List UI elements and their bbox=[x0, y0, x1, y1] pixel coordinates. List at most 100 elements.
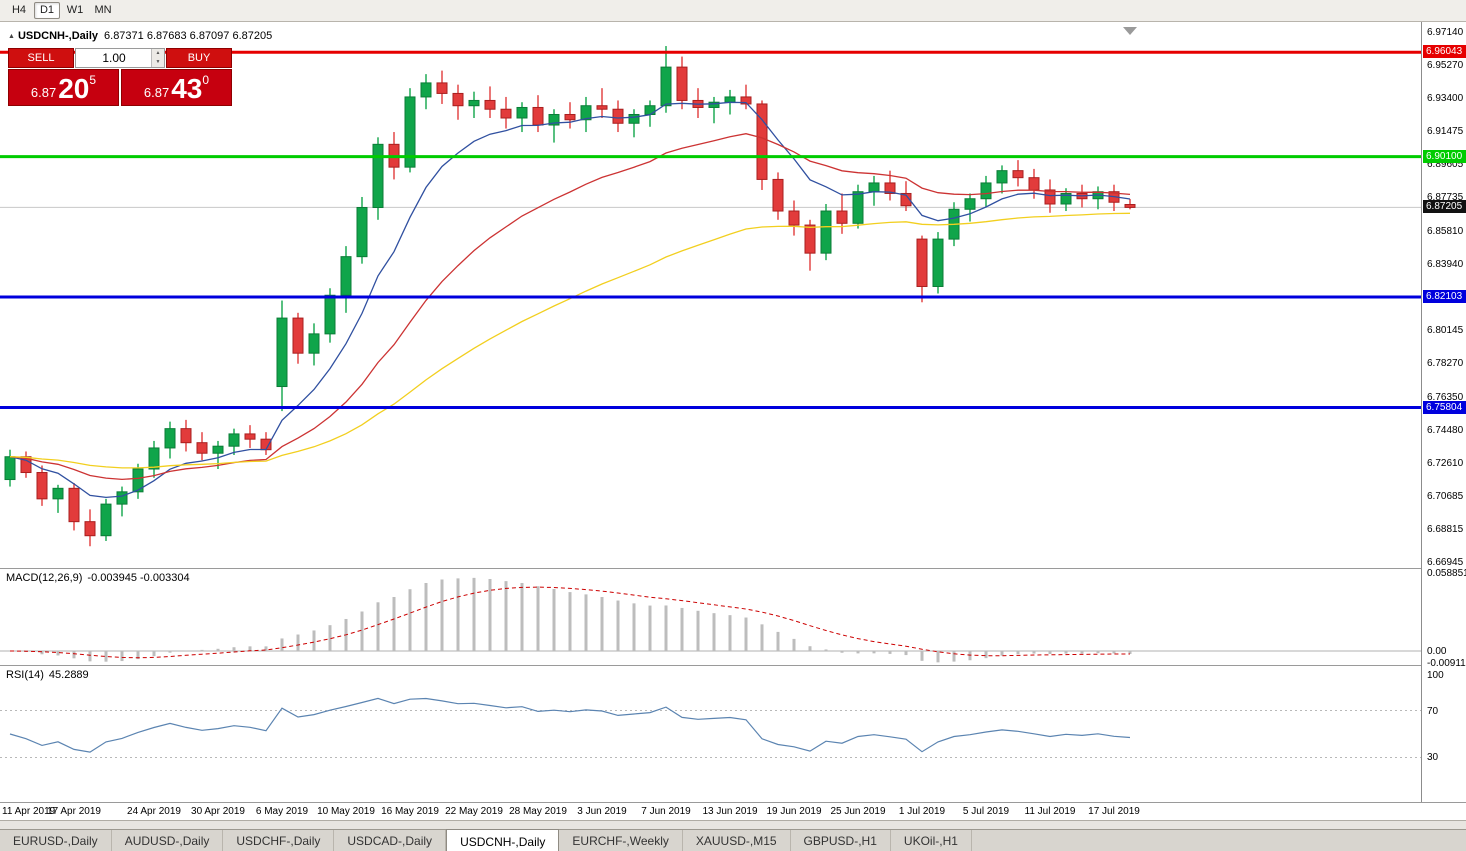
price-axis-badge-6.90100: 6.90100 bbox=[1423, 149, 1466, 163]
panel-divider bbox=[0, 802, 1466, 803]
buy-price-sup: 0 bbox=[202, 73, 210, 87]
price-axis-tick: 6.93400 bbox=[1427, 92, 1464, 104]
timeframe-button-w1[interactable]: W1 bbox=[66, 4, 84, 16]
date-axis[interactable]: 11 Apr 2019 17 Apr 2019 24 Apr 2019 30 Apr … bbox=[0, 803, 1466, 820]
macd-axis-label: 0.058851 bbox=[1427, 567, 1466, 579]
price-axis-tick: 6.89605 bbox=[1427, 159, 1464, 171]
chart-tab-eurchf-weekly[interactable]: EURCHF-,Weekly bbox=[559, 830, 683, 851]
panel-splitter[interactable] bbox=[0, 568, 1466, 569]
price-axis-tick: 6.74480 bbox=[1427, 424, 1464, 436]
date-axis-label: 10 May 2019 bbox=[317, 806, 375, 817]
date-axis-label: 30 Apr 2019 bbox=[191, 806, 245, 817]
sell-price-big: 20 bbox=[58, 73, 90, 104]
price-chart-panel[interactable]: ▲ USDCNH-,Daily 6.87371 6.87683 6.87097 6.… bbox=[0, 22, 1421, 568]
date-axis-label: 25 Jun 2019 bbox=[830, 806, 886, 817]
price-axis-tick: 6.70685 bbox=[1427, 491, 1464, 503]
timeframe-button-mn[interactable]: MN bbox=[94, 4, 112, 16]
ma-medium-line bbox=[9, 133, 1131, 481]
chart-tab-audusd-daily[interactable]: AUDUSD-,Daily bbox=[112, 830, 224, 851]
ma-slow-line bbox=[9, 212, 1131, 469]
date-axis-label: 16 May 2019 bbox=[381, 806, 439, 817]
chart-shift-marker-icon[interactable] bbox=[1123, 27, 1137, 35]
chart-tab-usdcnh-daily[interactable]: USDCNH-,Daily bbox=[446, 829, 560, 851]
date-axis-label: 6 May 2019 bbox=[255, 806, 309, 817]
date-axis-label: 11 Jul 2019 bbox=[1024, 806, 1076, 817]
buy-price-display[interactable]: 6.87 43 0 bbox=[121, 69, 232, 106]
rsi-axis-label: 70 bbox=[1427, 705, 1439, 717]
price-axis-tick: 6.76350 bbox=[1427, 391, 1464, 403]
price-axis-tick: 6.83940 bbox=[1427, 258, 1464, 270]
chart-tab-eurusd-daily[interactable]: EURUSD-,Daily bbox=[0, 830, 112, 851]
date-axis-label: 24 Apr 2019 bbox=[127, 806, 181, 817]
date-axis-label: 13 Jun 2019 bbox=[702, 806, 758, 817]
timeframe-button-d1[interactable]: D1 bbox=[34, 2, 60, 19]
one-click-trade-panel: SELL 1.00 ▲ ▼ BUY 6.87 20 5 6.87 bbox=[8, 48, 232, 106]
chart-tab-usdchf-daily[interactable]: USDCHF-,Daily bbox=[223, 830, 335, 851]
sell-price-display[interactable]: 6.87 20 5 bbox=[8, 69, 119, 106]
macd-axis-label: -0.009116 bbox=[1427, 658, 1466, 670]
date-axis-label: 22 May 2019 bbox=[445, 806, 503, 817]
volume-down-icon[interactable]: ▼ bbox=[155, 59, 161, 65]
chart-tab-ukoil-h1[interactable]: UKOil-,H1 bbox=[891, 830, 972, 851]
price-axis-tick: 6.78270 bbox=[1427, 358, 1464, 370]
date-axis-label: 7 Jun 2019 bbox=[641, 806, 691, 817]
timeframe-toolbar: H4 D1 W1 MN bbox=[0, 0, 1466, 22]
rsi-axis-label: 100 bbox=[1427, 670, 1444, 682]
chart-tab-xauusd-m15[interactable]: XAUUSD-,M15 bbox=[683, 830, 791, 851]
chart-expand-icon[interactable]: ▲ bbox=[8, 33, 15, 40]
date-axis-label: 17 Apr 2019 bbox=[47, 806, 101, 817]
date-axis-label: 11 Apr 2019 bbox=[2, 806, 56, 817]
chart-ohlc-values: 6.87371 6.87683 6.87097 6.87205 bbox=[104, 30, 273, 42]
sell-button[interactable]: SELL bbox=[8, 48, 74, 68]
date-axis-label: 3 Jun 2019 bbox=[577, 806, 627, 817]
price-axis-tick: 6.91475 bbox=[1427, 126, 1464, 138]
date-axis-label: 19 Jun 2019 bbox=[766, 806, 822, 817]
price-axis-tick: 6.66945 bbox=[1427, 556, 1464, 568]
price-axis-badge-6.82103: 6.82103 bbox=[1423, 289, 1466, 303]
price-axis-tick: 6.97140 bbox=[1427, 27, 1464, 39]
candles-layer bbox=[4, 46, 1136, 547]
sell-price-base: 6.87 bbox=[30, 85, 57, 100]
price-axis-tick: 6.68815 bbox=[1427, 524, 1464, 536]
chart-tab-gbpusd-h1[interactable]: GBPUSD-,H1 bbox=[791, 830, 891, 851]
date-axis-label: 1 Jul 2019 bbox=[898, 806, 946, 817]
rsi-axis-label: 30 bbox=[1427, 752, 1439, 764]
price-axis-tick: 6.85810 bbox=[1427, 225, 1464, 237]
panel-splitter[interactable] bbox=[0, 665, 1466, 666]
price-axis-tick: 6.87735 bbox=[1427, 192, 1464, 204]
price-axis-tick: 6.95270 bbox=[1427, 59, 1464, 71]
buy-button[interactable]: BUY bbox=[166, 48, 232, 68]
macd-axis-label: 0.00 bbox=[1427, 646, 1447, 657]
rsi-panel[interactable]: RSI(14) 45.2889 bbox=[0, 666, 1421, 802]
volume-up-icon[interactable]: ▲ bbox=[155, 50, 161, 56]
volume-spinner[interactable]: ▲ ▼ bbox=[151, 49, 164, 67]
buy-price-big: 43 bbox=[171, 73, 203, 104]
current-price-badge: 6.87205 bbox=[1423, 200, 1466, 214]
ma-fast-line bbox=[9, 101, 1131, 499]
date-axis-label: 17 Jul 2019 bbox=[1088, 806, 1140, 817]
buy-price-base: 6.87 bbox=[143, 85, 170, 100]
sell-price-sup: 5 bbox=[89, 73, 97, 87]
price-axis-badge-6.75804: 6.75804 bbox=[1423, 400, 1466, 414]
macd-panel[interactable]: MACD(12,26,9) -0.003945 -0.003304 bbox=[0, 569, 1421, 665]
price-axis[interactable]: 6.97140 6.95270 6.93400 6.91475 6.89605 6.877… bbox=[1421, 22, 1466, 802]
date-axis-label: 5 Jul 2019 bbox=[962, 806, 1010, 817]
chart-title: ▲ USDCNH-,Daily 6.87371 6.87683 6.87097 6.… bbox=[8, 30, 272, 42]
volume-input[interactable]: 1.00 ▲ ▼ bbox=[75, 48, 165, 68]
chart-tab-usdcad-daily[interactable]: USDCAD-,Daily bbox=[334, 830, 447, 851]
price-chart-canvas[interactable] bbox=[0, 22, 1421, 568]
rsi-line bbox=[9, 697, 1131, 753]
timeframe-button-h4[interactable]: H4 bbox=[11, 4, 27, 16]
macd-canvas[interactable] bbox=[0, 569, 1421, 665]
chart-tab-bar: EURUSD-,Daily AUDUSD-,Daily USDCHF-,Daily U… bbox=[0, 829, 1466, 851]
price-axis-badge-6.96043: 6.96043 bbox=[1423, 45, 1466, 59]
volume-value[interactable]: 1.00 bbox=[102, 51, 126, 65]
price-axis-tick: 6.72610 bbox=[1427, 457, 1464, 469]
price-axis-tick: 6.80145 bbox=[1427, 325, 1464, 337]
chart-symbol-label: USDCNH-,Daily bbox=[17, 30, 99, 42]
date-axis-label: 28 May 2019 bbox=[509, 806, 567, 817]
rsi-canvas[interactable] bbox=[0, 666, 1421, 802]
macd-histogram bbox=[24, 577, 1132, 663]
scrollbar-strip[interactable] bbox=[0, 820, 1466, 829]
